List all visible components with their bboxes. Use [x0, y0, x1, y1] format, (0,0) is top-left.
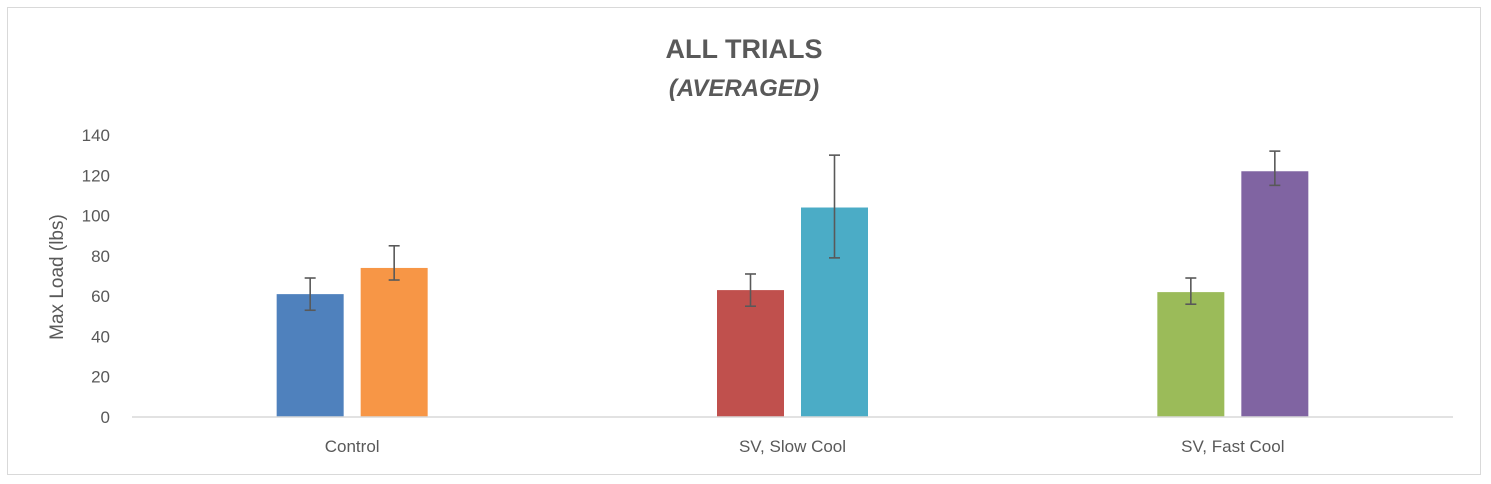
error-bar: [745, 273, 756, 308]
y-tick-label: 140: [82, 126, 110, 145]
x-tick-label: SV, Slow Cool: [739, 437, 846, 456]
y-axis-ticks: 0 20 40 60 80 100 120 140: [82, 126, 110, 427]
chart-subtitle: (AVERAGED): [669, 75, 819, 102]
bar: [1157, 292, 1225, 417]
y-tick-label: 120: [82, 166, 110, 185]
error-bar: [304, 277, 316, 312]
error-bar: [388, 244, 400, 281]
bar: [360, 267, 428, 417]
bar: [1241, 171, 1309, 417]
y-tick-label: 80: [91, 247, 110, 266]
y-tick-label: 40: [91, 327, 110, 346]
y-tick-label: 0: [101, 408, 110, 427]
x-tick-label: Control: [325, 437, 380, 456]
y-tick-label: 60: [91, 287, 110, 306]
bar: [717, 290, 784, 417]
error-bars-layer: [304, 150, 1281, 312]
error-bar: [1185, 277, 1197, 306]
error-bar: [829, 154, 840, 259]
bars-layer: [276, 171, 1309, 417]
error-bar: [1269, 150, 1281, 187]
y-tick-label: 20: [91, 368, 110, 387]
x-axis-labels: Control SV, Slow Cool SV, Fast Cool: [325, 437, 1285, 456]
y-axis-label: Max Load (lbs): [47, 214, 68, 340]
x-tick-label: SV, Fast Cool: [1181, 437, 1284, 456]
chart-title: ALL TRIALS: [666, 34, 823, 64]
bar: [276, 294, 344, 417]
y-tick-label: 100: [82, 207, 110, 226]
